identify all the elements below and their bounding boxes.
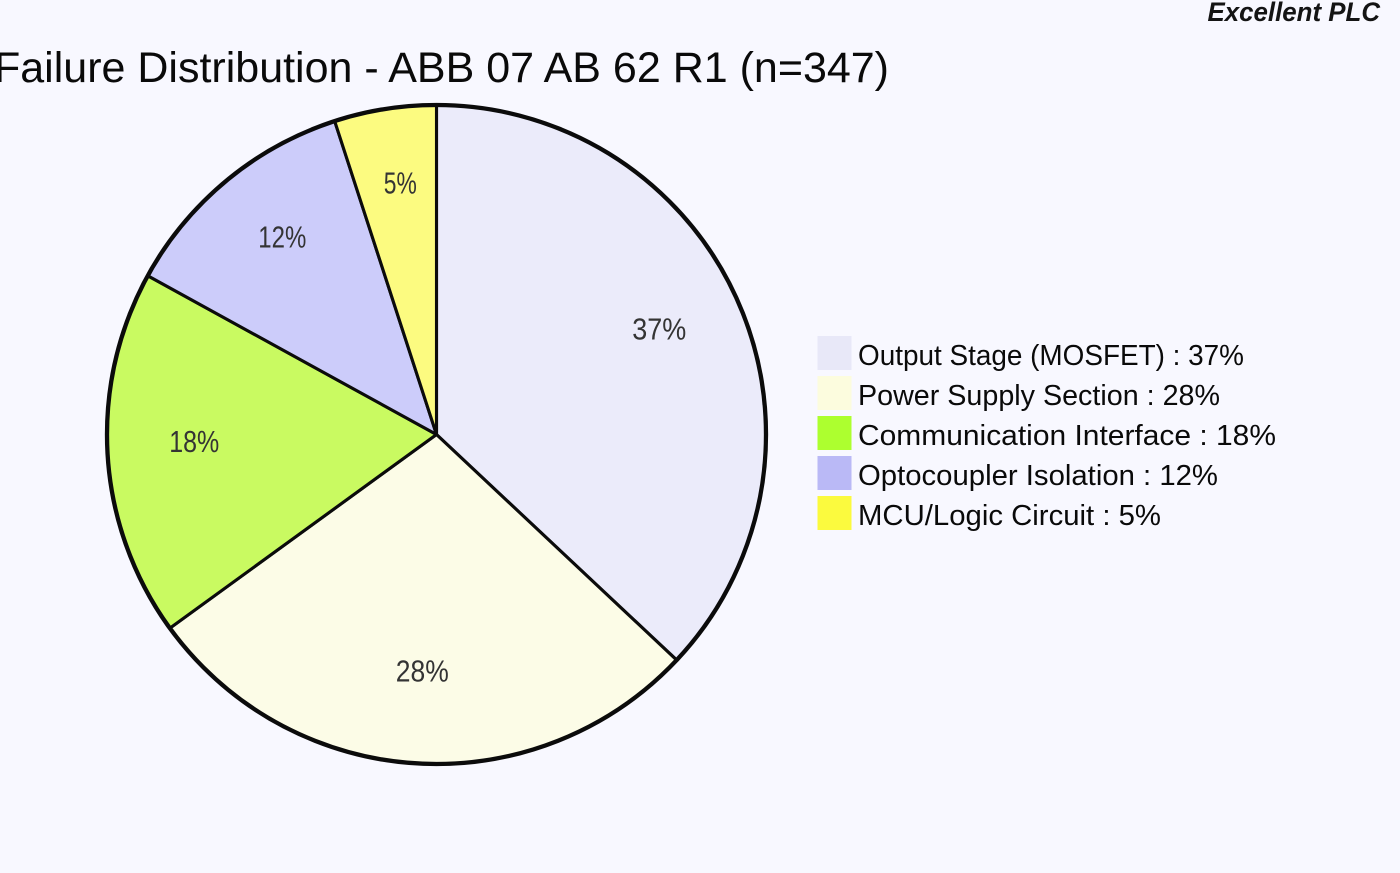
svg-text:5%: 5% [384, 166, 417, 201]
svg-text:Optocoupler Isolation : 12%: Optocoupler Isolation : 12% [858, 460, 1218, 492]
svg-text:18%: 18% [169, 424, 219, 459]
svg-text:Output Stage (MOSFET) : 37%: Output Stage (MOSFET) : 37% [858, 340, 1244, 372]
svg-text:37%: 37% [632, 312, 686, 347]
svg-text:Communication Interface : 18%: Communication Interface : 18% [858, 420, 1276, 452]
svg-text:Failure Distribution - ABB 07: Failure Distribution - ABB 07 AB 62 R1 (… [0, 44, 889, 92]
svg-text:Excellent PLC: Excellent PLC [1208, 0, 1381, 27]
svg-text:28%: 28% [396, 654, 449, 689]
svg-text:MCU/Logic Circuit : 5%: MCU/Logic Circuit : 5% [858, 500, 1161, 532]
svg-text:12%: 12% [258, 220, 306, 255]
svg-text:Power Supply Section : 28%: Power Supply Section : 28% [858, 380, 1220, 412]
